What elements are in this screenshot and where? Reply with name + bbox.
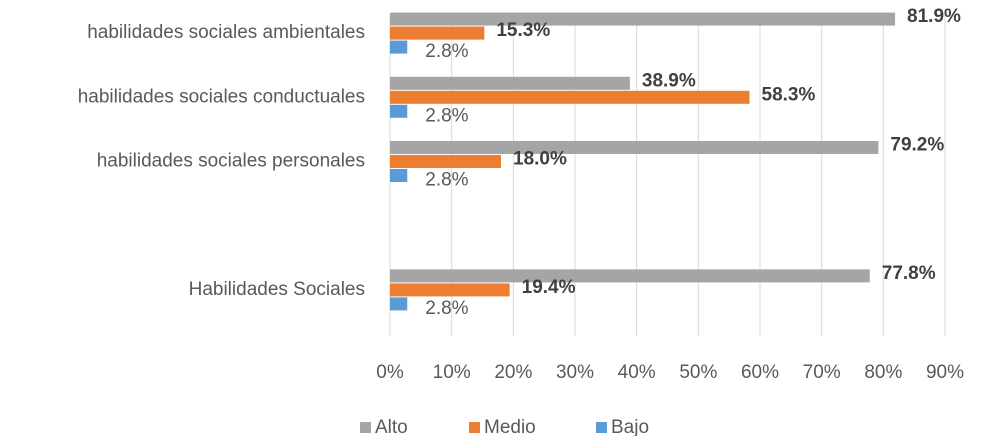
x-tick-label: 40% bbox=[618, 362, 656, 383]
bar bbox=[390, 12, 896, 26]
x-tick-label: 0% bbox=[376, 362, 404, 383]
data-label: 79.2% bbox=[890, 135, 944, 156]
x-tick-label: 10% bbox=[433, 362, 471, 383]
data-label: 38.9% bbox=[642, 70, 696, 91]
legend-swatch bbox=[469, 422, 480, 433]
x-tick-label: 50% bbox=[679, 362, 717, 383]
y-tick-label: habilidades sociales personales bbox=[97, 151, 365, 172]
legend-label: Alto bbox=[375, 417, 408, 436]
bar bbox=[390, 169, 408, 182]
x-tick-label: 30% bbox=[556, 362, 594, 383]
bar bbox=[390, 26, 485, 40]
legend-label: Medio bbox=[484, 417, 536, 436]
x-tick-label: 80% bbox=[864, 362, 902, 383]
data-label: 2.8% bbox=[425, 41, 468, 62]
data-label: 19.4% bbox=[522, 277, 576, 298]
x-tick-label: 20% bbox=[494, 362, 532, 383]
bar bbox=[390, 76, 630, 90]
x-tick-label: 90% bbox=[926, 362, 964, 383]
x-tick-label: 60% bbox=[741, 362, 779, 383]
bar bbox=[390, 297, 408, 311]
bar bbox=[390, 155, 501, 168]
data-label: 77.8% bbox=[882, 263, 936, 284]
data-label: 81.9% bbox=[907, 6, 961, 27]
bar bbox=[390, 104, 408, 118]
bar bbox=[390, 283, 510, 297]
data-label: 58.3% bbox=[762, 84, 816, 105]
y-tick-label: habilidades sociales conductuales bbox=[78, 86, 365, 107]
legend-swatch bbox=[360, 422, 371, 433]
bar bbox=[390, 40, 408, 54]
data-label: 2.8% bbox=[425, 170, 468, 191]
y-tick-label: Habilidades Sociales bbox=[189, 279, 365, 300]
bar bbox=[390, 269, 870, 283]
data-label: 15.3% bbox=[496, 20, 550, 41]
bar bbox=[390, 141, 879, 154]
bar bbox=[390, 90, 750, 104]
data-label: 18.0% bbox=[513, 149, 567, 170]
data-label: 2.8% bbox=[425, 298, 468, 319]
data-label: 2.8% bbox=[425, 105, 468, 126]
y-tick-label: habilidades sociales ambientales bbox=[87, 22, 365, 43]
legend-swatch bbox=[596, 422, 607, 433]
x-tick-label: 70% bbox=[803, 362, 841, 383]
legend-label: Bajo bbox=[611, 417, 649, 436]
